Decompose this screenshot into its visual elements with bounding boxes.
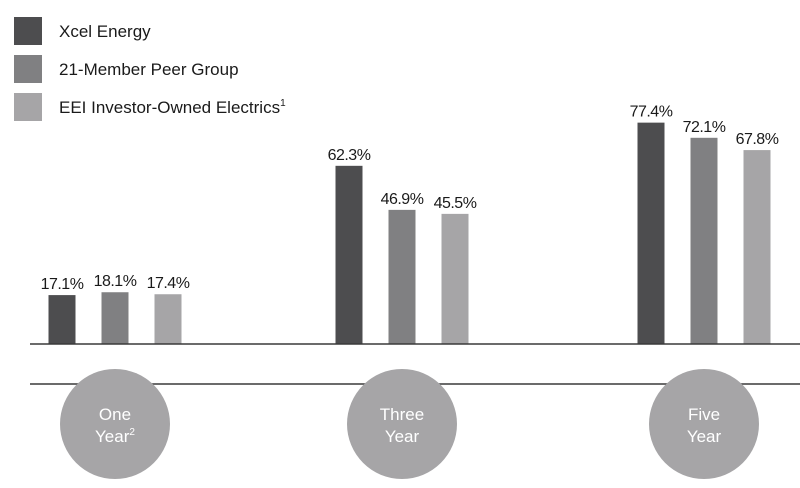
tick-label-line2: Year bbox=[687, 427, 722, 446]
data-label: 77.4% bbox=[630, 104, 673, 121]
bars bbox=[48, 122, 771, 344]
bar-one-year-series-1 bbox=[48, 295, 76, 344]
category-circle-2 bbox=[347, 369, 457, 479]
data-label: 46.9% bbox=[381, 191, 424, 208]
legend-label-2: 21-Member Peer Group bbox=[59, 60, 239, 79]
data-label: 67.8% bbox=[736, 131, 779, 148]
legend-label-3: EEI Investor-Owned Electrics1 bbox=[59, 98, 286, 117]
bar-one-year-series-3 bbox=[154, 294, 182, 344]
bar-one-year-series-2 bbox=[101, 292, 129, 344]
legend: Xcel Energy 21-Member Peer Group EEI Inves… bbox=[14, 17, 286, 121]
legend-label-footnote: 1 bbox=[280, 98, 286, 109]
legend-label-1: Xcel Energy bbox=[59, 22, 151, 41]
data-label: 45.5% bbox=[434, 195, 477, 212]
legend-label-text: Xcel Energy bbox=[59, 22, 151, 41]
legend-swatch-1 bbox=[14, 17, 42, 45]
tick-label-line2: Year bbox=[385, 427, 420, 446]
tick-label-line1: Three bbox=[380, 405, 424, 424]
bar-three-year-series-3 bbox=[441, 213, 469, 344]
bar-three-year-series-2 bbox=[388, 209, 416, 344]
data-label: 62.3% bbox=[328, 147, 371, 164]
tick-label-line2-text: Year bbox=[95, 427, 130, 446]
bar-three-year-series-1 bbox=[335, 165, 363, 344]
bar-five-year-series-2 bbox=[690, 137, 718, 344]
bar-five-year-series-3 bbox=[743, 150, 771, 344]
legend-label-text: 21-Member Peer Group bbox=[59, 60, 239, 79]
data-label: 17.1% bbox=[41, 276, 84, 293]
legend-swatch-2 bbox=[14, 55, 42, 83]
tick-label-line2: Year2 bbox=[95, 427, 135, 446]
legend-label-text: EEI Investor-Owned Electrics bbox=[59, 98, 280, 117]
tick-label-line1: Five bbox=[688, 405, 720, 424]
tick-label-line1: One bbox=[99, 405, 131, 424]
data-label: 17.4% bbox=[147, 275, 190, 292]
legend-swatch-3 bbox=[14, 93, 42, 121]
tick-label-line2-text: Year bbox=[687, 427, 722, 446]
value-labels: 17.1% 62.3% 77.4% 18.1% 46.9% 72.1% 17.4% 45.5%… bbox=[41, 104, 780, 293]
data-label: 72.1% bbox=[683, 119, 726, 136]
category-circle-3 bbox=[649, 369, 759, 479]
tick-label-footnote: 2 bbox=[129, 427, 135, 438]
bar-five-year-series-1 bbox=[637, 122, 665, 344]
tick-label-line2-text: Year bbox=[385, 427, 420, 446]
category-circle-1 bbox=[60, 369, 170, 479]
data-label: 18.1% bbox=[94, 273, 137, 290]
